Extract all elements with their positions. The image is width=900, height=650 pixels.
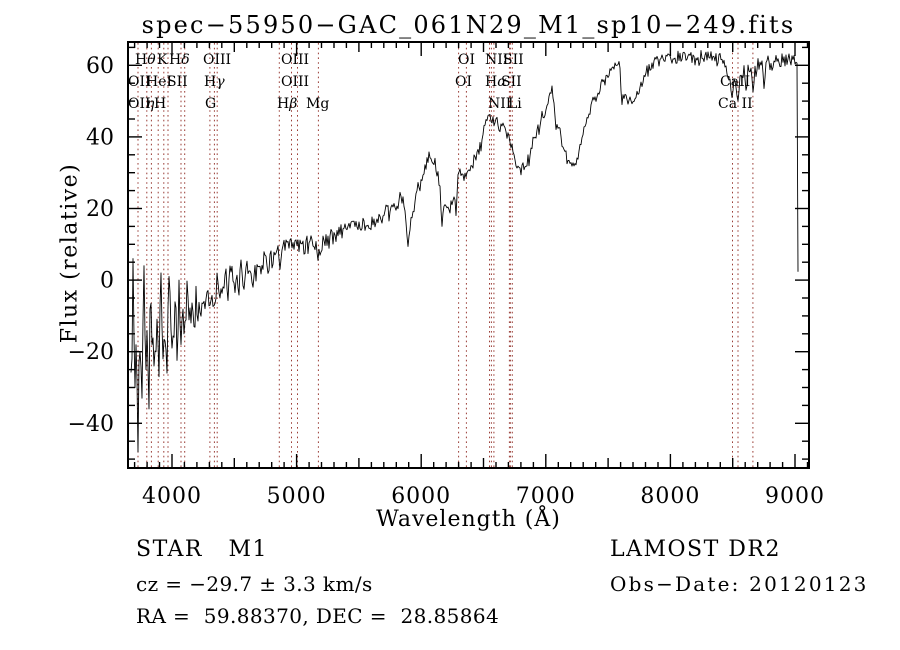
survey-name: LAMOST DR2 xyxy=(610,537,781,562)
y-tick-label: 0 xyxy=(100,269,114,294)
spectrum-path xyxy=(130,50,799,453)
y-tick-label: −40 xyxy=(68,412,114,437)
ra-dec: RA = 59.88370, DEC = 28.85864 xyxy=(136,604,500,628)
x-axis-label: Wavelength (Å) xyxy=(376,507,561,532)
y-tick-label: −20 xyxy=(68,340,114,365)
spectral-line-label: SII xyxy=(503,52,524,68)
spectral-line-label: NII xyxy=(485,52,508,68)
spectral-line-label: HeI xyxy=(146,74,172,90)
cz-value: cz = −29.7 ± 3.3 km/s xyxy=(136,572,373,596)
y-tick-label: 40 xyxy=(86,125,114,150)
spectral-line-label: K xyxy=(157,52,168,68)
spectral-line-label: OI xyxy=(458,52,475,68)
spectral-line-label: OIII xyxy=(281,74,309,90)
spectral-line-label: OIII xyxy=(281,52,309,68)
spectral-line-label: Mg xyxy=(306,96,329,112)
spectral-line-label: OIII xyxy=(203,52,231,68)
spectral-line-label: NII xyxy=(488,96,511,112)
spectral-line-label: Hγ xyxy=(204,74,225,90)
y-tick-label: 20 xyxy=(86,197,114,222)
plot-title: spec−55950−GAC_061N29_M1_sp10−249.fits xyxy=(141,11,796,39)
object-class-label: STAR M1 xyxy=(136,537,268,562)
y-tick-label: 60 xyxy=(86,54,114,79)
spectral-line-label: Li xyxy=(508,96,522,112)
spectral-line-label: Hα xyxy=(485,74,507,90)
spectral-line-label: H xyxy=(154,96,166,112)
spectral-line-label: Ca II xyxy=(718,96,753,112)
plot-frame xyxy=(127,41,810,469)
spectral-line-label: η xyxy=(146,96,155,112)
x-tick-label: 7000 xyxy=(516,484,576,509)
spectral-line-label: Hδ xyxy=(169,52,190,68)
spectral-line-label: OI xyxy=(455,74,472,90)
x-tick-label: 9000 xyxy=(765,484,825,509)
spectral-line-label: SII xyxy=(501,74,522,90)
spectral-line-label: G xyxy=(205,96,216,112)
spectral-line-label: Hβ xyxy=(277,96,297,112)
x-tick-label: 8000 xyxy=(640,484,700,509)
x-tick-label: 4000 xyxy=(142,484,202,509)
spectral-line-label: OII xyxy=(128,96,151,112)
x-tick-label: 5000 xyxy=(267,484,327,509)
obs-date: Obs−Date: 20120123 xyxy=(610,572,869,596)
spectral-line-label: OII xyxy=(128,74,151,90)
x-tick-label: 6000 xyxy=(391,484,451,509)
spectral-line-label: Hθ xyxy=(135,52,156,68)
spectral-line-label: CaII xyxy=(720,74,750,90)
spectral-line-label: SII xyxy=(167,74,188,90)
